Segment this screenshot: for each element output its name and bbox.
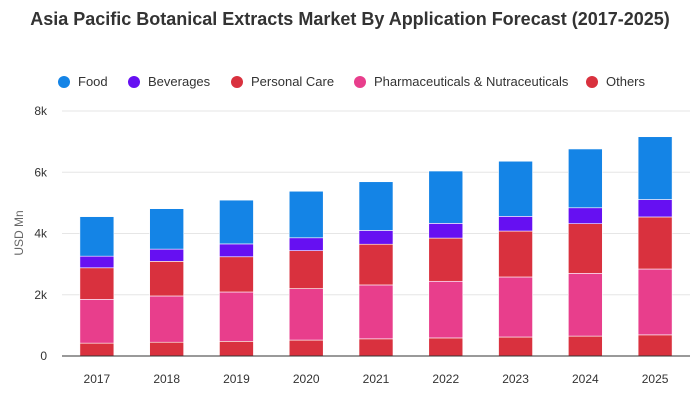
- bar-segment-others[interactable]: [219, 340, 254, 357]
- bar-segment-others[interactable]: [79, 342, 115, 357]
- bars-layer: [79, 136, 673, 357]
- bar-segment-food[interactable]: [568, 148, 603, 209]
- bar-segment-others[interactable]: [637, 334, 673, 357]
- y-axis-title: USD Mn: [12, 210, 26, 255]
- legend-label-others: Others: [606, 74, 646, 89]
- chart-legend: Food Beverages Personal Care Pharmaceuti…: [0, 74, 700, 94]
- x-tick-label: 2020: [293, 372, 320, 386]
- x-tick-label: 2024: [572, 372, 599, 386]
- bar-segment-beverages[interactable]: [498, 216, 533, 232]
- legend-dot-personal-care: [231, 75, 243, 88]
- bar-segment-pharmaceuticals-nutraceuticals[interactable]: [79, 299, 115, 344]
- bar-segment-pharmaceuticals-nutraceuticals[interactable]: [149, 295, 184, 343]
- bar-segment-pharmaceuticals-nutraceuticals[interactable]: [428, 280, 464, 339]
- legend-item-personal-care[interactable]: Personal Care: [231, 74, 334, 89]
- y-tick-label: 6k: [34, 165, 48, 179]
- bar-segment-food[interactable]: [428, 170, 464, 224]
- bar-segment-beverages[interactable]: [149, 248, 184, 262]
- legend-dot-pharmaceuticals: [354, 75, 366, 88]
- legend-dot-others: [586, 75, 598, 88]
- bar-segment-food[interactable]: [149, 208, 184, 250]
- x-tick-label: 2023: [502, 372, 529, 386]
- bar-segment-pharmaceuticals-nutraceuticals[interactable]: [568, 273, 603, 337]
- bar-segment-personal-care[interactable]: [358, 243, 394, 286]
- bar-segment-personal-care[interactable]: [219, 256, 254, 293]
- y-tick-label: 8k: [34, 104, 48, 118]
- legend-dot-beverages: [128, 75, 140, 88]
- legend-item-food[interactable]: Food: [58, 74, 108, 89]
- legend-item-beverages[interactable]: Beverages: [128, 74, 210, 89]
- axis-layer: 0 2k 4k 6k 8k 2017 2018 2019 2020 2021 2022 2023 202…: [34, 104, 690, 386]
- chart-title: Asia Pacific Botanical Extracts Market B…: [30, 9, 670, 29]
- bar-segment-personal-care[interactable]: [498, 230, 533, 278]
- x-tick-label: 2017: [84, 372, 111, 386]
- legend-label-personal-care: Personal Care: [251, 74, 335, 89]
- legend-item-others[interactable]: Others: [586, 74, 645, 89]
- x-tick-label: 2021: [363, 372, 390, 386]
- bar-segment-food[interactable]: [288, 190, 324, 239]
- bar-segment-pharmaceuticals-nutraceuticals[interactable]: [288, 288, 324, 341]
- legend-label-pharmaceuticals: Pharmaceuticals & Nutraceuticals: [374, 74, 569, 89]
- bar-segment-personal-care[interactable]: [288, 250, 324, 289]
- x-tick-label: 2025: [642, 372, 669, 386]
- bar-segment-pharmaceuticals-nutraceuticals[interactable]: [637, 268, 673, 336]
- legend-label-food: Food: [78, 74, 108, 89]
- bar-segment-personal-care[interactable]: [79, 267, 115, 300]
- bar-segment-others[interactable]: [149, 341, 184, 357]
- y-tick-label: 0: [40, 349, 47, 363]
- bar-segment-personal-care[interactable]: [637, 216, 673, 270]
- bar-segment-others[interactable]: [358, 338, 394, 357]
- bar-segment-others[interactable]: [428, 337, 464, 357]
- bar-segment-beverages[interactable]: [219, 243, 254, 258]
- legend-label-beverages: Beverages: [148, 74, 211, 89]
- y-tick-label: 2k: [34, 288, 48, 302]
- bar-segment-pharmaceuticals-nutraceuticals[interactable]: [498, 276, 533, 338]
- bar-segment-beverages[interactable]: [358, 230, 394, 245]
- bar-segment-others[interactable]: [498, 336, 533, 357]
- x-tick-label: 2022: [432, 372, 459, 386]
- bar-segment-pharmaceuticals-nutraceuticals[interactable]: [358, 284, 394, 340]
- bar-segment-food[interactable]: [219, 199, 254, 245]
- legend-item-pharmaceuticals[interactable]: Pharmaceuticals & Nutraceuticals: [354, 74, 568, 89]
- bar-segment-personal-care[interactable]: [428, 237, 464, 282]
- bar-segment-beverages[interactable]: [288, 237, 324, 251]
- bar-segment-beverages[interactable]: [79, 255, 115, 269]
- bar-segment-beverages[interactable]: [428, 223, 464, 239]
- bar-segment-personal-care[interactable]: [149, 261, 184, 297]
- bar-segment-beverages[interactable]: [568, 207, 603, 224]
- bar-segment-food[interactable]: [358, 181, 394, 231]
- x-tick-label: 2019: [223, 372, 250, 386]
- bar-segment-food[interactable]: [498, 160, 533, 217]
- y-tick-label: 4k: [34, 227, 48, 241]
- bar-segment-food[interactable]: [637, 136, 673, 200]
- bar-segment-food[interactable]: [79, 216, 115, 257]
- legend-dot-food: [58, 75, 70, 88]
- bar-segment-others[interactable]: [568, 335, 603, 357]
- bar-segment-personal-care[interactable]: [568, 223, 603, 274]
- bar-segment-beverages[interactable]: [637, 199, 673, 218]
- bar-segment-pharmaceuticals-nutraceuticals[interactable]: [219, 291, 254, 342]
- bar-segment-others[interactable]: [288, 339, 324, 357]
- x-tick-label: 2018: [153, 372, 180, 386]
